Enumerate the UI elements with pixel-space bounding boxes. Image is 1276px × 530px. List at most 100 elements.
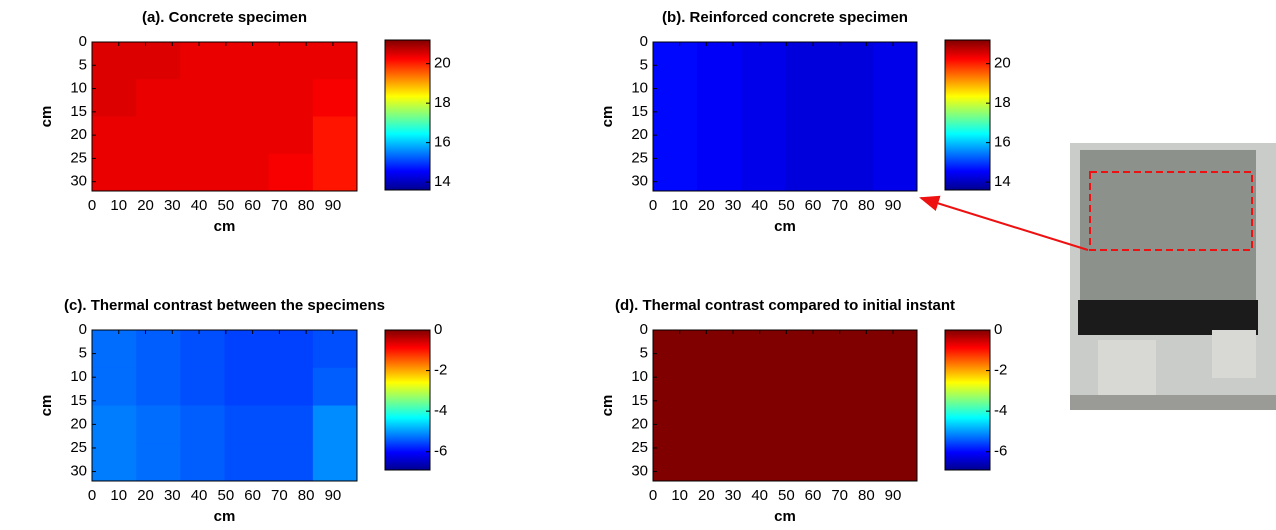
heat-cell bbox=[785, 405, 830, 444]
heat-cell bbox=[92, 42, 137, 80]
x-tick-label: 0 bbox=[88, 197, 96, 214]
heat-cell bbox=[268, 405, 314, 444]
x-tick-label: 0 bbox=[649, 197, 657, 214]
x-tick-label: 20 bbox=[698, 487, 715, 504]
colorbar-tick-label: 14 bbox=[434, 173, 451, 190]
heat-cell bbox=[268, 153, 314, 192]
heat-cell bbox=[312, 443, 358, 482]
heat-cell bbox=[873, 116, 918, 155]
x-tick-label: 90 bbox=[325, 197, 342, 214]
y-tick-label: 30 bbox=[631, 173, 648, 190]
colorbar-tick-label: -2 bbox=[994, 362, 1007, 379]
heat-cell bbox=[180, 330, 225, 369]
colorbar-tick-label: 14 bbox=[994, 173, 1011, 190]
heat-cell bbox=[92, 153, 137, 192]
y-tick-label: 30 bbox=[631, 463, 648, 480]
heat-cell bbox=[268, 330, 314, 369]
heat-cell bbox=[653, 153, 698, 192]
y-tick-label: 25 bbox=[70, 149, 87, 166]
heat-cell bbox=[653, 443, 698, 482]
x-tick-label: 60 bbox=[805, 197, 822, 214]
plot-frame bbox=[91, 329, 358, 482]
plot-frame bbox=[652, 329, 918, 482]
x-tick-label: 70 bbox=[831, 197, 848, 214]
heat-cell bbox=[873, 443, 918, 482]
colorbar-tick-label: 16 bbox=[994, 134, 1011, 151]
heat-cell bbox=[136, 405, 181, 444]
colorbar-tick-label: 0 bbox=[434, 321, 442, 338]
heat-cell bbox=[312, 116, 358, 155]
y-tick-label: 20 bbox=[631, 415, 648, 432]
x-tick-label: 90 bbox=[325, 487, 342, 504]
heat-cell bbox=[136, 330, 181, 369]
x-tick-label: 60 bbox=[805, 487, 822, 504]
y-tick-label: 15 bbox=[631, 392, 648, 409]
heat-cell bbox=[136, 153, 181, 192]
heat-cell bbox=[697, 79, 742, 117]
x-tick-label: 40 bbox=[191, 197, 208, 214]
heat-cell bbox=[785, 79, 830, 117]
chart-title: (d). Thermal contrast compared to initia… bbox=[615, 297, 955, 314]
heat-cell bbox=[268, 367, 314, 406]
heat-cell bbox=[136, 42, 181, 80]
heat-cell bbox=[829, 79, 874, 117]
x-tick-label: 60 bbox=[244, 487, 261, 504]
heat-cell bbox=[224, 443, 270, 482]
x-axis-label: cm bbox=[214, 218, 236, 235]
chart-title: (c). Thermal contrast between the specim… bbox=[64, 297, 385, 314]
y-tick-label: 0 bbox=[640, 33, 648, 50]
heat-cell bbox=[697, 116, 742, 155]
specimen-photo bbox=[1070, 143, 1276, 410]
y-tick-label: 10 bbox=[70, 80, 87, 97]
heat-cell bbox=[224, 405, 270, 444]
heat-cell bbox=[873, 42, 918, 80]
colorbar-tick-label: -4 bbox=[434, 402, 447, 419]
y-tick-label: 20 bbox=[631, 126, 648, 143]
heat-cell bbox=[741, 367, 786, 406]
heat-cell bbox=[180, 405, 225, 444]
y-tick-label: 0 bbox=[640, 321, 648, 338]
y-axis-label: cm bbox=[599, 395, 616, 417]
heat-cell bbox=[92, 330, 137, 369]
heat-cell bbox=[224, 42, 270, 80]
heat-cell bbox=[697, 42, 742, 80]
y-tick-label: 30 bbox=[70, 173, 87, 190]
heat-cell bbox=[829, 367, 874, 406]
colorbar-tick-label: -2 bbox=[434, 362, 447, 379]
y-tick-label: 10 bbox=[631, 368, 648, 385]
x-tick-label: 80 bbox=[298, 487, 315, 504]
y-tick-label: 25 bbox=[70, 439, 87, 456]
heat-cell bbox=[312, 330, 358, 369]
heat-cell bbox=[741, 405, 786, 444]
y-tick-label: 30 bbox=[70, 463, 87, 480]
heat-cell bbox=[873, 330, 918, 369]
colorbar-tick-label: 18 bbox=[994, 94, 1011, 111]
y-tick-label: 10 bbox=[70, 368, 87, 385]
heat-cell bbox=[873, 153, 918, 192]
heat-cell bbox=[224, 367, 270, 406]
y-tick-label: 0 bbox=[79, 321, 87, 338]
x-tick-label: 10 bbox=[671, 487, 688, 504]
heat-cell bbox=[785, 116, 830, 155]
x-tick-label: 30 bbox=[164, 197, 181, 214]
x-tick-label: 10 bbox=[110, 487, 127, 504]
y-tick-label: 20 bbox=[70, 415, 87, 432]
heat-cell bbox=[785, 330, 830, 369]
x-tick-label: 80 bbox=[298, 197, 315, 214]
heat-cell bbox=[653, 79, 698, 117]
y-tick-label: 15 bbox=[70, 103, 87, 120]
heat-cell bbox=[829, 330, 874, 369]
colorbar bbox=[944, 329, 991, 471]
heat-cell bbox=[268, 116, 314, 155]
heat-cell bbox=[136, 443, 181, 482]
heat-cell bbox=[829, 116, 874, 155]
y-tick-label: 5 bbox=[640, 56, 648, 73]
heat-cell bbox=[136, 367, 181, 406]
colorbar bbox=[944, 39, 991, 191]
x-tick-label: 10 bbox=[110, 197, 127, 214]
plot-frame bbox=[652, 41, 918, 192]
heat-cell bbox=[741, 330, 786, 369]
heat-cell bbox=[224, 116, 270, 155]
x-tick-label: 20 bbox=[698, 197, 715, 214]
